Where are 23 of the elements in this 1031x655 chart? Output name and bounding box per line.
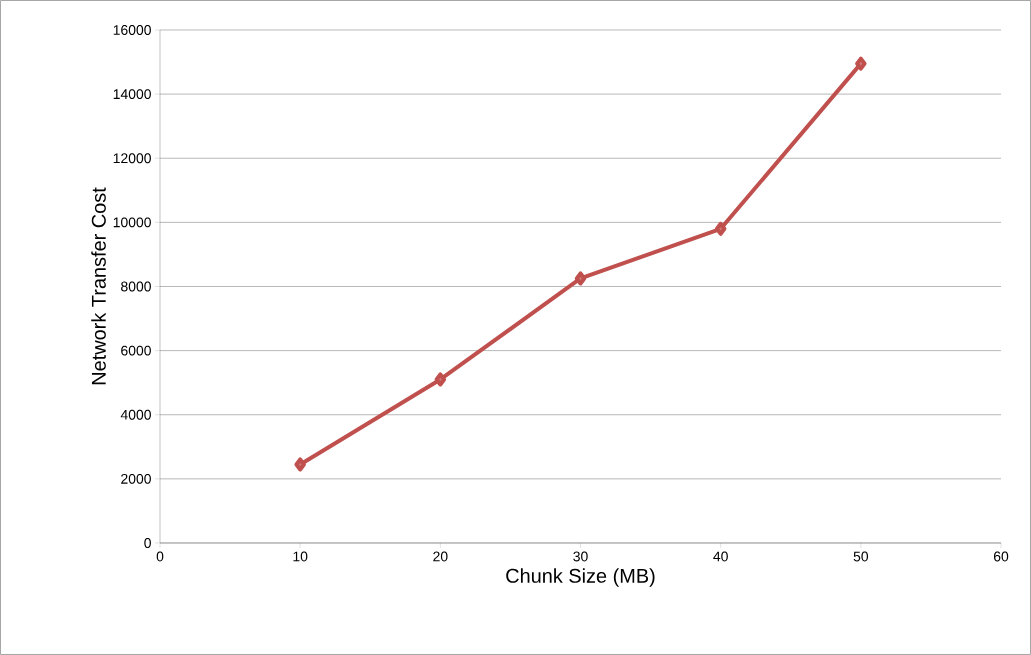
y-tick-label: 16000: [113, 25, 151, 35]
y-tick-label: 0: [144, 538, 151, 548]
x-tick-label: 20: [433, 551, 448, 562]
x-tick-label: 0: [156, 551, 164, 562]
y-tick-label: 6000: [121, 345, 151, 356]
point: [855, 56, 867, 71]
y-tick-label: 8000: [121, 281, 151, 292]
y-axis-title: Network Transfer Cost: [91, 187, 106, 385]
y-tick-label: 4000: [120, 409, 151, 420]
y-tick-label: 2000: [121, 473, 151, 484]
point: [714, 221, 727, 236]
x-tick-label: 50: [853, 551, 869, 562]
point: [574, 271, 587, 286]
x-tick-label: 60: [993, 551, 1009, 562]
point: [434, 372, 447, 387]
y-tick-label: 14000: [113, 89, 151, 100]
x-tick-label: 30: [573, 551, 588, 562]
x-tick-label: 10: [293, 551, 308, 562]
point: [294, 457, 306, 472]
x-axis-title: Chunk Size (MB): [506, 568, 655, 587]
y-tick-label: 10000: [113, 217, 151, 228]
x-tick-label: 40: [713, 551, 728, 562]
y-tick-label: 12000: [113, 153, 151, 164]
